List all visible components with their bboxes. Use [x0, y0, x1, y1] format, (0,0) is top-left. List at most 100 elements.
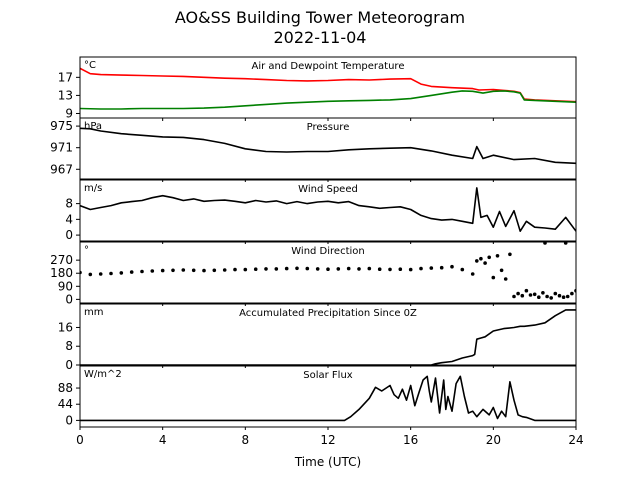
x-axis: 0 4 8 12 16 20 24	[76, 433, 583, 447]
data-point-wind_dir	[264, 267, 268, 271]
data-point-wind_dir	[460, 267, 465, 272]
data-point-wind_dir	[512, 294, 516, 299]
data-point-wind_dir	[212, 268, 217, 273]
data-point-wind_dir	[233, 267, 237, 272]
panel-pressure: 967 971 975 hPa Pressure	[50, 117, 577, 182]
x-tick-label: 4	[159, 433, 167, 447]
data-point-wind_dir	[377, 267, 382, 272]
data-point-wind_dir	[470, 272, 475, 276]
data-point-wind_dir	[326, 267, 330, 272]
series-line-precip-0	[80, 309, 576, 365]
data-point-wind_dir	[191, 268, 196, 273]
data-point-wind_dir	[202, 268, 206, 273]
data-point-wind_dir	[150, 269, 155, 273]
data-point-wind_dir	[429, 266, 434, 270]
data-point-wind_dir	[305, 266, 310, 271]
panel-unit-precip: mm	[84, 307, 103, 318]
series-line-temp-1	[80, 90, 576, 110]
data-point-wind_dir	[346, 266, 351, 271]
data-point-wind_dir	[532, 292, 537, 297]
y-tick-label-wind_dir: 180	[50, 266, 73, 280]
series-line-solar-0	[80, 375, 576, 422]
panel-data-pressure	[80, 127, 576, 165]
data-point-wind_dir	[553, 291, 558, 296]
data-point-wind_dir	[119, 271, 124, 275]
data-point-wind_dir	[503, 277, 508, 281]
y-tick-label-wind_speed: 4	[65, 212, 73, 226]
panel-title-solar: Solar Flux	[303, 370, 353, 381]
y-tick-label-pressure: 971	[50, 141, 73, 155]
x-tick-label: 12	[320, 433, 335, 447]
y-tick-label-wind_dir: 90	[58, 279, 73, 293]
y-tick-label-wind_speed: 0	[65, 228, 73, 242]
data-point-wind_dir	[398, 267, 403, 272]
data-point-wind_dir	[129, 270, 134, 274]
data-point-wind_dir	[499, 268, 504, 273]
data-point-wind_dir	[491, 275, 496, 280]
data-point-wind_dir	[561, 295, 566, 300]
data-point-wind_dir	[541, 291, 545, 295]
series-line-temp-0	[80, 67, 576, 103]
panel-precip: 0 8 16 mm Accumulated Precipitation Since 0Z	[58, 303, 577, 372]
data-point-wind_dir	[483, 261, 487, 265]
panel-unit-wind_speed: m/s	[84, 183, 102, 194]
data-point-wind_dir	[357, 267, 361, 271]
data-point-wind_dir	[528, 293, 533, 297]
data-point-wind_dir	[367, 266, 372, 271]
data-point-wind_dir	[495, 254, 500, 258]
data-point-wind_dir	[516, 291, 520, 296]
series-line-pressure-0	[80, 127, 576, 165]
y-tick-label-temp: 17	[58, 70, 73, 84]
panel-unit-temp: °C	[84, 60, 96, 71]
data-point-wind_dir	[419, 266, 423, 271]
x-tick-label: 8	[242, 433, 250, 447]
x-tick-label: 20	[486, 433, 501, 447]
y-tick-label-wind_dir: 270	[50, 253, 73, 267]
data-point-wind_dir	[295, 266, 299, 271]
data-point-wind_dir	[284, 266, 289, 271]
panel-title-precip: Accumulated Precipitation Since 0Z	[239, 308, 417, 319]
panel-title-temp: Air and Dewpoint Temperature	[252, 61, 405, 72]
y-tick-label-solar: 0	[65, 413, 73, 427]
data-point-wind_dir	[487, 255, 492, 260]
data-point-wind_dir	[570, 291, 574, 296]
data-point-wind_dir	[508, 252, 512, 257]
panel-data-precip	[80, 309, 576, 365]
chart-title-line1: AO&SS Building Tower Meteorogram	[174, 8, 466, 27]
data-point-wind_dir	[549, 296, 553, 300]
y-tick-label-wind_dir: 0	[65, 292, 73, 306]
panel-unit-solar: W/m^2	[84, 369, 122, 380]
data-point-wind_dir	[545, 294, 549, 299]
y-tick-label-temp: 13	[58, 88, 73, 102]
data-point-wind_dir	[537, 295, 541, 300]
data-point-wind_dir	[181, 268, 186, 272]
panel-data-solar	[80, 375, 576, 422]
data-point-wind_dir	[563, 242, 568, 245]
data-point-wind_dir	[557, 293, 562, 298]
data-point-wind_dir	[243, 267, 248, 272]
panel-solar: 0 44 88 W/m^2 Solar Flux	[58, 365, 577, 430]
panels-group: 9 13 17 °C Air and Dewpoint Temperature 967 97…	[50, 56, 577, 430]
data-point-wind_dir	[109, 271, 113, 276]
y-tick-label-temp: 9	[65, 106, 73, 120]
panel-temp: 9 13 17 °C Air and Dewpoint Temperature	[58, 56, 577, 121]
panel-unit-pressure: hPa	[84, 121, 102, 132]
panel-wind_speed: 0 48 m/s Wind Speed	[65, 179, 577, 244]
y-tick-label-solar: 88	[58, 381, 73, 395]
panel-title-wind_dir: Wind Direction	[291, 246, 365, 257]
data-point-wind_dir	[315, 267, 320, 271]
y-tick-label-pressure: 975	[50, 119, 73, 133]
chart-title: AO&SS Building Tower Meteorogram 2022-11…	[0, 8, 640, 48]
data-point-wind_dir	[408, 267, 413, 272]
data-point-wind_dir	[450, 264, 454, 269]
panel-data-temp	[80, 67, 576, 110]
data-point-wind_dir	[479, 256, 483, 261]
data-point-wind_dir	[336, 267, 341, 271]
data-point-wind_dir	[171, 268, 175, 273]
data-point-wind_dir	[98, 272, 103, 276]
data-point-wind_dir	[524, 288, 529, 293]
panel-title-pressure: Pressure	[307, 122, 350, 133]
series-line-wind_speed-0	[80, 187, 576, 232]
